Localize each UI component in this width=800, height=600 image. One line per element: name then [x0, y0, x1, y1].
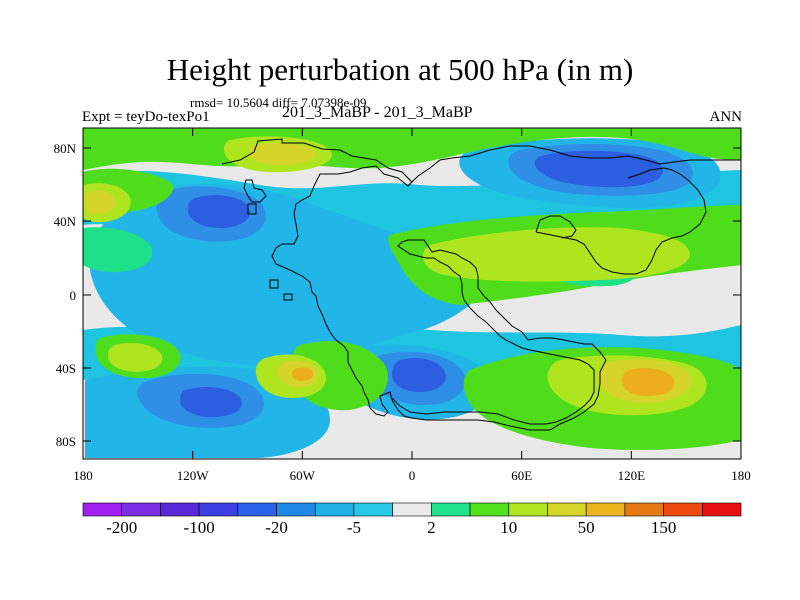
coastlines: [221, 138, 741, 431]
coastline-eurasia: [407, 145, 741, 187]
colorbar-swatch: [353, 502, 393, 517]
colorbar-swatch: [663, 502, 703, 517]
dark-blue-core-na: [187, 195, 250, 229]
coastline-island-3: [247, 203, 257, 215]
season-label: ANN: [709, 109, 743, 125]
colorbar-swatch: [276, 502, 316, 517]
lat-tick-label: 40S: [56, 361, 76, 376]
lon-tick-label: 60W: [290, 468, 316, 483]
lon-tick-label: 0: [409, 468, 416, 483]
dark-blue-core-sa: [392, 358, 446, 392]
colorbar-swatch: [237, 502, 277, 517]
colorbar-swatch: [624, 502, 664, 517]
orange-core-south-atlantic: [291, 367, 313, 381]
colorbar-swatch: [121, 502, 161, 517]
colorbar-swatch: [547, 502, 587, 517]
lat-tick-label: 0: [70, 288, 77, 303]
colorbar-swatch: [469, 502, 510, 517]
dark-blue-core-sp: [180, 386, 242, 418]
colorbar-label: 50: [578, 518, 595, 537]
colorbar-swatch: [701, 502, 742, 517]
yellow-green-south-pacific: [108, 343, 163, 372]
map-title: Height perturbation at 500 hPa (in m): [166, 52, 634, 87]
lon-tick-label: 180: [73, 468, 93, 483]
teal-patch-pacific: [83, 227, 153, 273]
comparison-label: 201_3_MaBP - 201_3_MaBP: [282, 104, 473, 121]
lon-tick-label: 180: [731, 468, 751, 483]
colorbar-swatch: [314, 502, 355, 517]
colorbar-swatch: [160, 502, 200, 517]
y-axis: 80N 40N 0 40S 80S: [54, 141, 741, 449]
colorbar: -200 -100 -20 -5 2 10 50 150: [82, 502, 742, 537]
colorbar-swatch: [198, 502, 239, 517]
colorbar-label: -100: [184, 518, 215, 537]
yellow-core-arctic: [249, 142, 316, 165]
colorbar-label: 10: [500, 518, 517, 537]
colorbar-label: 2: [427, 518, 436, 537]
yellow-green-eurasia: [422, 227, 690, 282]
lon-tick-label: 60E: [511, 468, 532, 483]
lon-tick-label: 120E: [618, 468, 646, 483]
x-axis: 180 120W 60W 0 60E 120E 180: [73, 128, 751, 483]
coastline-asia-inner: [535, 215, 577, 239]
yellow-core-north-pacific: [86, 190, 116, 214]
colorbar-label: -200: [106, 518, 137, 537]
lat-tick-label: 40N: [54, 214, 77, 229]
coastline-island-1: [269, 279, 279, 289]
coastline-asia-east: [535, 167, 707, 275]
colorbar-swatch: [82, 502, 123, 517]
map-panel: [82, 127, 742, 460]
colorbar-label: 150: [651, 518, 677, 537]
lat-tick-label: 80N: [54, 141, 77, 156]
coastline-americas: [221, 138, 607, 431]
colorbar-swatch: [392, 502, 432, 517]
orange-core-south-indian: [622, 368, 675, 396]
colorbar-swatch: [508, 502, 548, 517]
lat-tick-label: 80S: [56, 434, 76, 449]
experiment-label: Expt = teyDo-texPo1: [82, 109, 210, 125]
stats-line: rmsd= 10.5604 diff= 7.07398e-09: [190, 95, 367, 110]
dark-blue-core-arctic: [534, 150, 664, 188]
coastline-greenland: [243, 179, 267, 203]
colorbar-swatch: [585, 502, 626, 517]
lon-tick-label: 120W: [177, 468, 210, 483]
coastline-island-2: [283, 293, 293, 301]
colorbar-label: -5: [347, 518, 361, 537]
colorbar-swatch: [431, 502, 471, 517]
colorbar-label: -20: [265, 518, 288, 537]
contour-field: [83, 128, 741, 458]
